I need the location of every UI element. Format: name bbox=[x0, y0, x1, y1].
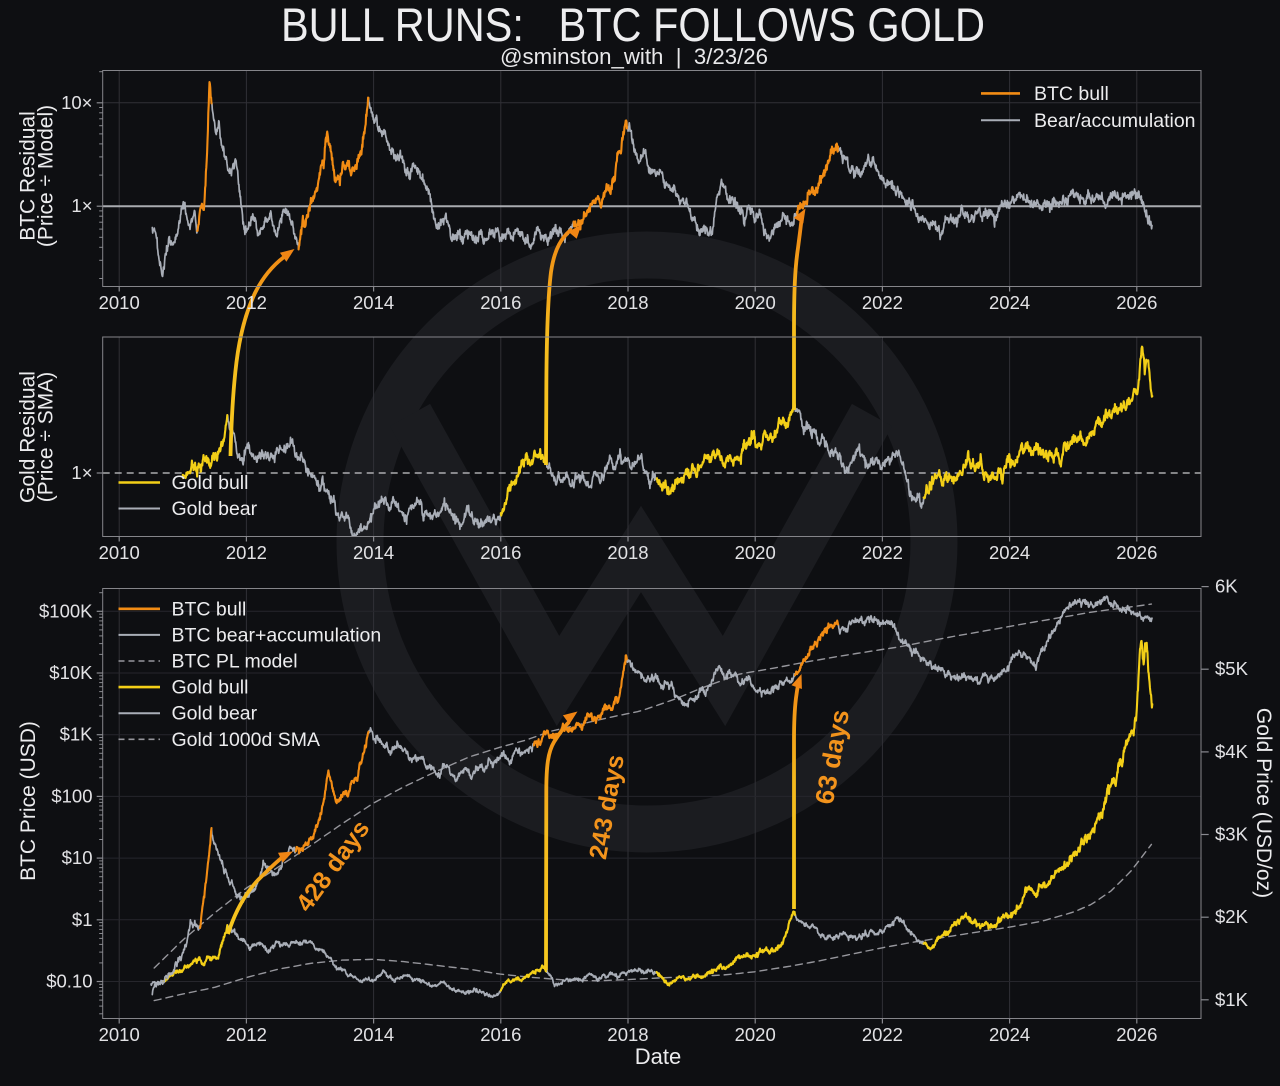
svg-text:(Price ÷ SMA): (Price ÷ SMA) bbox=[35, 372, 58, 503]
svg-text:$1K: $1K bbox=[60, 724, 94, 745]
svg-text:$0.10: $0.10 bbox=[46, 971, 92, 992]
svg-text:BTC bull: BTC bull bbox=[1034, 83, 1109, 105]
svg-text:$4K: $4K bbox=[1215, 741, 1249, 762]
svg-text:BTC Residual: BTC Residual bbox=[17, 111, 40, 241]
svg-text:$1: $1 bbox=[72, 909, 93, 930]
svg-text:Gold Residual: Gold Residual bbox=[17, 371, 40, 503]
svg-text:@sminston_with | 3/23/26: @sminston_with | 3/23/26 bbox=[500, 44, 768, 69]
svg-text:10×: 10× bbox=[61, 92, 92, 113]
svg-text:2010: 2010 bbox=[99, 542, 140, 563]
svg-text:2022: 2022 bbox=[862, 542, 903, 563]
svg-text:2020: 2020 bbox=[735, 542, 776, 563]
svg-text:2012: 2012 bbox=[226, 542, 267, 563]
svg-text:2014: 2014 bbox=[353, 1024, 394, 1045]
svg-text:2024: 2024 bbox=[989, 1024, 1030, 1045]
svg-text:$5K: $5K bbox=[1215, 658, 1249, 679]
svg-text:Gold bear: Gold bear bbox=[172, 498, 258, 520]
svg-text:Gold bull: Gold bull bbox=[172, 677, 249, 699]
svg-text:2014: 2014 bbox=[353, 542, 394, 563]
svg-text:BTC Price (USD): BTC Price (USD) bbox=[17, 721, 40, 881]
svg-text:2024: 2024 bbox=[989, 542, 1030, 563]
svg-text:2018: 2018 bbox=[607, 292, 648, 313]
svg-text:2016: 2016 bbox=[480, 292, 521, 313]
svg-text:2016: 2016 bbox=[480, 1024, 521, 1045]
svg-text:Bear/accumulation: Bear/accumulation bbox=[1034, 110, 1196, 132]
svg-text:BTC bull: BTC bull bbox=[172, 598, 247, 620]
svg-text:$100K: $100K bbox=[39, 600, 93, 621]
svg-text:2018: 2018 bbox=[607, 542, 648, 563]
svg-text:Gold 1000d SMA: Gold 1000d SMA bbox=[172, 729, 321, 751]
svg-text:2010: 2010 bbox=[99, 292, 140, 313]
svg-text:2022: 2022 bbox=[862, 1024, 903, 1045]
svg-text:Date: Date bbox=[635, 1044, 681, 1069]
svg-text:BTC PL model: BTC PL model bbox=[172, 651, 298, 673]
svg-text:6K: 6K bbox=[1215, 576, 1238, 597]
svg-text:2020: 2020 bbox=[735, 292, 776, 313]
svg-text:$100: $100 bbox=[51, 785, 92, 806]
svg-text:1×: 1× bbox=[71, 195, 92, 216]
svg-text:(Price ÷ Model): (Price ÷ Model) bbox=[35, 105, 58, 247]
svg-text:1×: 1× bbox=[71, 462, 92, 483]
svg-text:Gold bear: Gold bear bbox=[172, 703, 258, 725]
svg-text:2022: 2022 bbox=[862, 292, 903, 313]
svg-text:2018: 2018 bbox=[607, 1024, 648, 1045]
svg-text:BULL RUNS: BTC FOLLOWS GOLD: BULL RUNS: BTC FOLLOWS GOLD bbox=[281, 0, 985, 51]
svg-text:2026: 2026 bbox=[1116, 542, 1157, 563]
svg-text:2012: 2012 bbox=[226, 1024, 267, 1045]
svg-text:2026: 2026 bbox=[1116, 292, 1157, 313]
svg-text:BTC bear+accumulation: BTC bear+accumulation bbox=[172, 624, 382, 646]
svg-text:$1K: $1K bbox=[1215, 989, 1249, 1010]
svg-text:Gold bull: Gold bull bbox=[172, 472, 249, 494]
svg-text:2010: 2010 bbox=[99, 1024, 140, 1045]
svg-text:2020: 2020 bbox=[735, 1024, 776, 1045]
svg-text:$10K: $10K bbox=[49, 662, 93, 683]
svg-text:Gold Price (USD/oz): Gold Price (USD/oz) bbox=[1252, 708, 1275, 898]
svg-text:2024: 2024 bbox=[989, 292, 1030, 313]
svg-text:2014: 2014 bbox=[353, 292, 394, 313]
svg-text:$3K: $3K bbox=[1215, 824, 1249, 845]
svg-text:2012: 2012 bbox=[226, 292, 267, 313]
svg-text:$10: $10 bbox=[62, 847, 93, 868]
svg-text:2026: 2026 bbox=[1116, 1024, 1157, 1045]
svg-text:$2K: $2K bbox=[1215, 906, 1249, 927]
svg-text:2016: 2016 bbox=[480, 542, 521, 563]
